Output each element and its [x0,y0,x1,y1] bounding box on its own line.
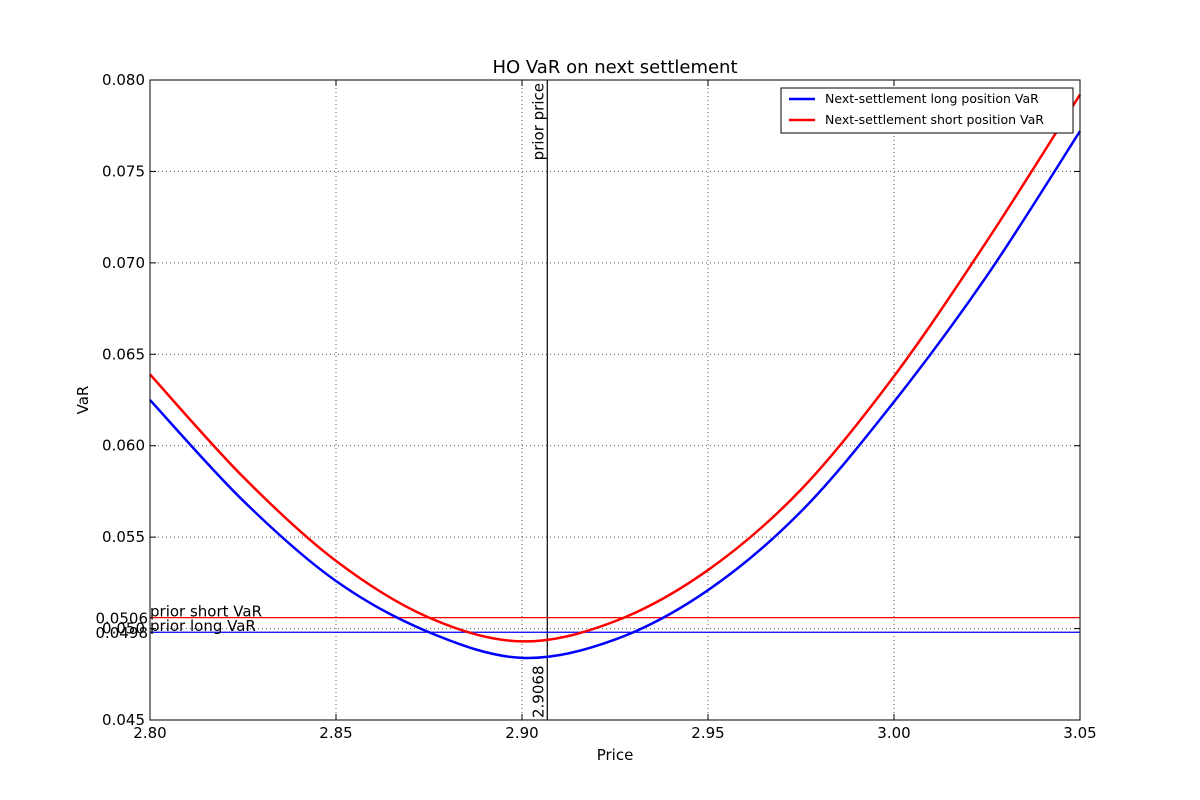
short-position-var-line [149,93,1082,643]
y-tick-label: 0.070 [102,254,145,272]
y-tick-label: 0.045 [102,711,145,729]
prior-short-var-value-label: 0.0506 [96,610,149,628]
series-lines [149,93,1082,660]
prior-short-var-label: prior short VaR [150,603,262,621]
reference-lines [150,80,1080,720]
y-tick-label: 0.050 [102,620,145,638]
x-tick-label: 2.90 [505,724,538,742]
y-axis-label: VaR [74,386,92,415]
chart-title: HO VaR on next settlement [492,57,737,78]
x-axis-label: Price [597,746,634,764]
prior-long-var-value-label: 0.0498 [96,624,149,642]
prior-price-value-label: 2.9068 [529,666,547,719]
prior-long-var-label: prior long VaR [150,617,256,635]
x-tick-label: 3.00 [877,724,910,742]
legend-label: Next-settlement short position VaR [825,112,1044,127]
legend-box [780,87,1074,134]
legend-label: Next-settlement long position VaR [825,91,1039,106]
y-tick-label: 0.060 [102,437,145,455]
y-tick-label: 0.055 [102,528,145,546]
y-tick-label: 0.080 [102,71,145,89]
x-tick-label: 2.85 [319,724,352,742]
x-tick-label: 3.05 [1063,724,1096,742]
x-tick-label: 2.95 [691,724,724,742]
y-tick-label: 0.065 [102,345,145,363]
plot-frame [149,79,1081,721]
prior-price-label: prior price [529,83,547,160]
axis-ticks: 2.80 2.85 2.90 2.95 3.00 3.05 0.045 0.050 0.055 0… [102,71,1097,742]
long-position-var-line [149,130,1082,660]
x-tick-label: 2.80 [133,724,166,742]
legend: Next-settlement long position VaR Next-se… [780,87,1074,134]
y-tick-label: 0.075 [102,162,145,180]
